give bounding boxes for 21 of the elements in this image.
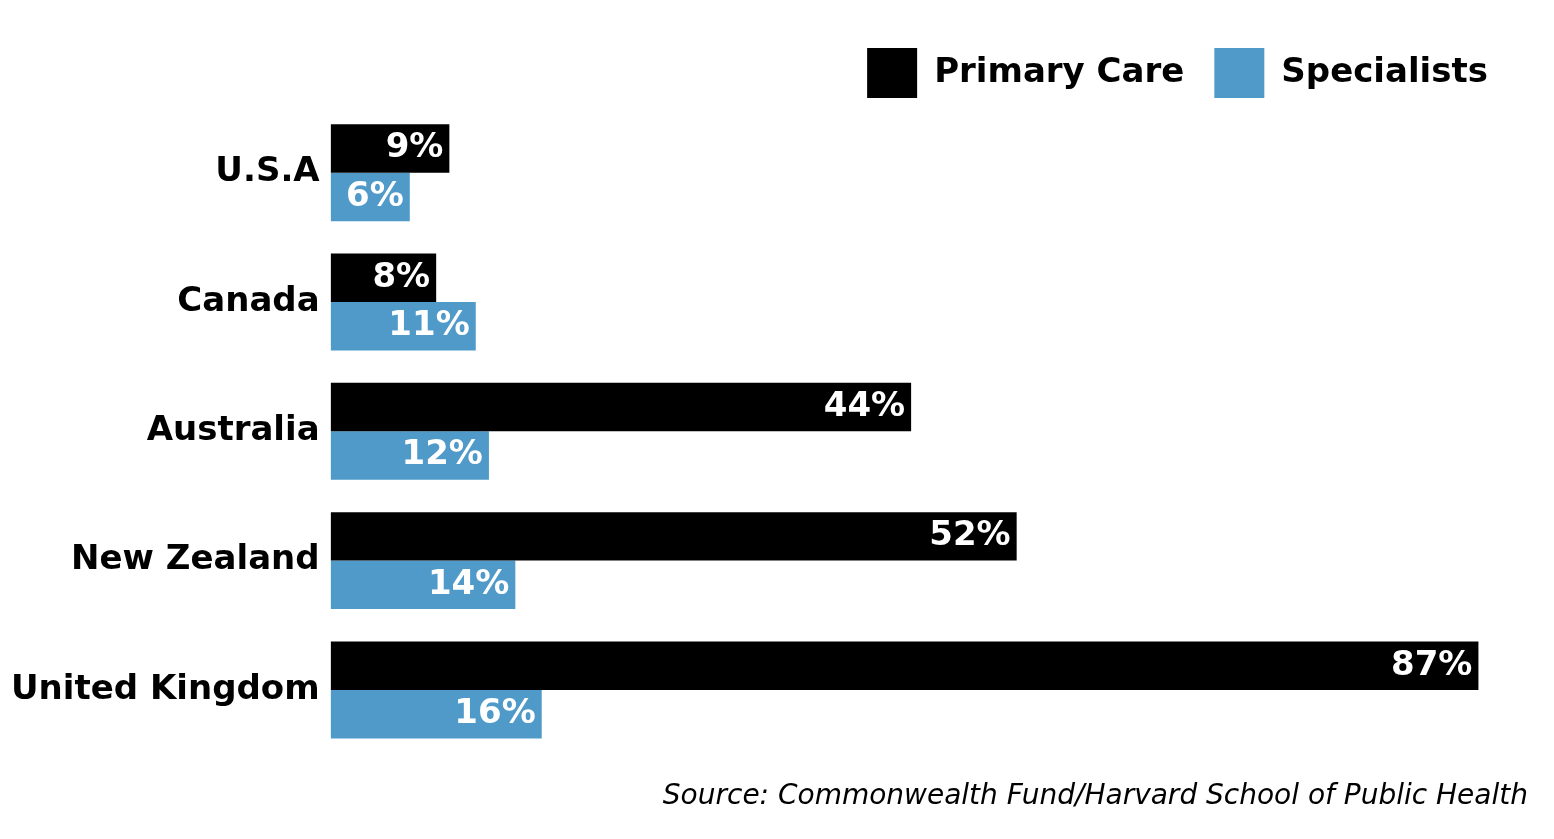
data-label: 14% [427,561,510,602]
data-label: 16% [454,691,536,732]
y-tick-label: U.S.A [215,149,321,190]
data-label: 44% [823,383,906,424]
data-label: 9% [385,125,444,166]
data-label: 11% [388,303,470,344]
data-label: 8% [372,254,431,295]
data-label: 52% [929,513,1011,554]
source-note: Source: Commonwealth Fund/Harvard School of Public Health [661,778,1529,811]
legend-label: Primary Care [934,49,1185,90]
data-label: 87% [1391,642,1473,683]
bar [330,641,1479,690]
y-tick-label: New Zealand [71,537,320,578]
bar [330,512,1017,561]
data-label: 12% [401,432,483,473]
data-label: 6% [346,173,404,214]
legend-label: Specialists [1281,49,1489,90]
y-tick-label: Australia [146,408,320,449]
y-tick-label: Canada [177,278,320,319]
y-tick-label: United Kingdom [11,666,320,707]
bar [330,382,912,432]
